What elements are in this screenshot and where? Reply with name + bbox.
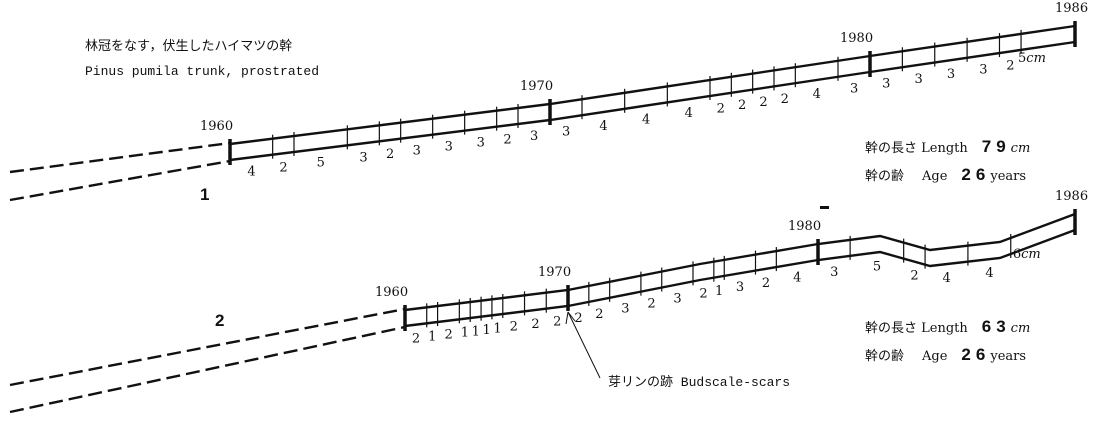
diagram: 林冠をなす，伏生したハイマツの幹 Pinus pumila trunk, pro… (0, 0, 1100, 425)
increment-label: 4 (813, 87, 821, 102)
year-label: 1986 (1055, 1, 1088, 16)
year-label: 1980 (840, 31, 873, 46)
increment-label: 2 (503, 132, 511, 147)
increment-label: 3 (882, 77, 890, 92)
speck (820, 206, 829, 209)
increment-label: 1 (472, 324, 480, 339)
age-text: 幹の齢 Age 26years (865, 165, 1026, 184)
increment-label: 3 (413, 144, 421, 159)
increment-label: 4 (247, 164, 255, 179)
trunk-number: 2 (215, 311, 224, 330)
length-value: 79 (982, 137, 1011, 156)
length-text: 幹の長さ Length 63cm (865, 317, 1030, 336)
age-label: 幹の齢 (865, 168, 904, 184)
increment-label: 4 (685, 106, 693, 121)
increment-label: 2 (781, 92, 789, 107)
increment-label: 2 (910, 269, 918, 284)
length-label: 幹の長さ Length (865, 320, 968, 336)
increment-label: 2 (595, 307, 603, 322)
trunk-edge (230, 26, 1075, 144)
age-value: 26 (961, 165, 990, 184)
year-label: 1970 (520, 79, 553, 94)
increment-label: 2 (412, 332, 420, 347)
increment-label: 5cm (1018, 51, 1046, 66)
length-unit: cm (1011, 321, 1031, 336)
trunk-number: 1 (200, 185, 209, 204)
increment-label: 2 (717, 101, 725, 116)
age-unit: years (989, 349, 1026, 364)
increment-label: 2 (279, 160, 287, 175)
increment-label: 3 (850, 81, 858, 96)
increment-label: 2 (444, 328, 452, 343)
age-unit: years (989, 169, 1026, 184)
increment-label: 3 (830, 265, 838, 280)
increment-label: 4 (599, 119, 607, 134)
increment-label: 5 (317, 156, 325, 171)
caption-en: Pinus pumila trunk, prostrated (85, 64, 319, 79)
age-label: 幹の齢 (865, 348, 904, 364)
year-label: 1986 (1055, 189, 1088, 204)
annotation-arrow (568, 312, 600, 378)
increment-label: 6cm (1013, 247, 1041, 262)
length-unit: cm (1011, 141, 1031, 156)
increment-label: 2 (762, 276, 770, 291)
age-label-en: Age (921, 349, 948, 364)
age-label-en: Age (921, 169, 948, 184)
year-label: 1970 (538, 265, 571, 280)
increment-unit: cm (1021, 247, 1041, 262)
increment-label: 4 (642, 113, 650, 128)
increment-label: 3 (979, 62, 987, 77)
increment-label: 2 (531, 317, 539, 332)
increment-label: 2 (738, 98, 746, 113)
year-label: 1960 (200, 119, 233, 134)
increment-label: 1 (483, 323, 491, 338)
annotation: 芽リンの跡 Budscale-scars (608, 374, 790, 390)
increment-label: 4 (943, 271, 951, 286)
trunk-dashed (10, 327, 405, 412)
increment-value: 6 (1013, 247, 1021, 262)
increment-label: 3 (445, 140, 453, 155)
increment-label: 1 (461, 326, 469, 341)
increment-label: 4 (985, 266, 993, 281)
length-label: 幹の長さ Length (865, 140, 968, 156)
age-value: 26 (961, 345, 990, 364)
increment-label: 2 (553, 314, 561, 329)
increment-label: 3 (673, 291, 681, 306)
increment-label: 3 (947, 67, 955, 82)
increment-label: 3 (621, 302, 629, 317)
increment-label: 1 (715, 284, 723, 299)
age-text: 幹の齢 Age 26years (865, 345, 1026, 364)
caption-jp: 林冠をなす，伏生したハイマツの幹 (85, 38, 292, 54)
increment-label: 3 (359, 150, 367, 165)
increment-label: 2 (647, 297, 655, 312)
increment-label: 2 (510, 320, 518, 335)
increment-label: 2 (759, 95, 767, 110)
increment-label: 2 (386, 147, 394, 162)
increment-label: 2 (699, 286, 707, 301)
trunk-dashed (10, 309, 405, 385)
increment-label: 2 (574, 311, 582, 326)
increment-label: 3 (477, 136, 485, 151)
increment-label: 1 (493, 322, 501, 337)
increment-label: 1 (428, 330, 436, 345)
increment-unit: cm (1026, 51, 1046, 66)
increment-label: 3 (915, 72, 923, 87)
increment-label: 3 (736, 280, 744, 295)
increment-label: 3 (562, 125, 570, 140)
length-text: 幹の長さ Length 79cm (865, 137, 1030, 156)
increment-value: 5 (1018, 51, 1026, 66)
year-label: 1980 (788, 219, 821, 234)
increment-label: 3 (530, 129, 538, 144)
length-value: 63 (982, 317, 1011, 336)
increment-label: 4 (793, 271, 801, 286)
increment-label: 5 (873, 259, 881, 274)
year-label: 1960 (375, 285, 408, 300)
increment-label: 2 (1006, 58, 1014, 73)
